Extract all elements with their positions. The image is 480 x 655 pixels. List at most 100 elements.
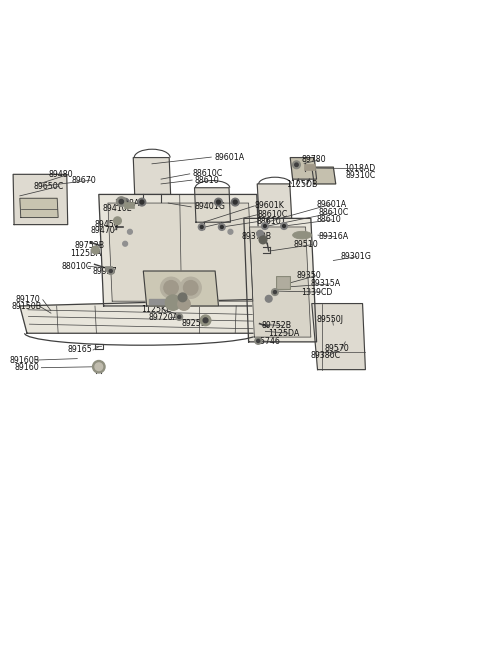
Text: 89650C: 89650C	[33, 182, 63, 191]
Circle shape	[293, 161, 300, 168]
Bar	[276, 276, 290, 290]
Text: 89310C: 89310C	[345, 171, 375, 180]
Circle shape	[272, 289, 278, 295]
Circle shape	[114, 217, 121, 225]
Text: 89510: 89510	[294, 240, 318, 249]
Circle shape	[121, 198, 129, 206]
Circle shape	[220, 225, 223, 229]
Text: 89450: 89450	[94, 219, 119, 229]
Text: 89780: 89780	[301, 155, 326, 164]
Text: 1125KE: 1125KE	[142, 305, 171, 314]
Text: 89259: 89259	[181, 319, 206, 328]
Bar	[149, 299, 166, 303]
Circle shape	[117, 197, 126, 206]
Text: 89670: 89670	[72, 176, 96, 185]
Text: 89480: 89480	[48, 170, 73, 179]
Text: 1339CD: 1339CD	[301, 288, 333, 297]
Circle shape	[262, 223, 268, 229]
Circle shape	[178, 316, 181, 318]
Polygon shape	[20, 299, 288, 333]
Circle shape	[178, 298, 190, 310]
Text: 89720A: 89720A	[148, 313, 178, 322]
Text: 89900: 89900	[145, 297, 170, 307]
Text: 88610: 88610	[256, 217, 281, 226]
Text: 89601K: 89601K	[254, 202, 284, 210]
Text: 89301G: 89301G	[340, 252, 372, 261]
Text: 89160B: 89160B	[9, 356, 39, 365]
Bar	[124, 202, 134, 208]
Bar	[277, 277, 289, 288]
Circle shape	[233, 200, 237, 204]
Circle shape	[92, 246, 99, 253]
Text: 89170: 89170	[15, 295, 40, 304]
Circle shape	[216, 200, 220, 204]
Text: 89601A: 89601A	[317, 200, 347, 208]
Text: 89752B: 89752B	[261, 321, 291, 330]
Circle shape	[265, 295, 272, 302]
Text: 89410E: 89410E	[103, 204, 132, 213]
Circle shape	[128, 229, 132, 234]
Circle shape	[109, 269, 112, 272]
Circle shape	[180, 277, 201, 298]
Text: 89927: 89927	[93, 267, 117, 276]
Polygon shape	[20, 198, 58, 217]
Circle shape	[160, 277, 181, 298]
Text: 89550J: 89550J	[317, 315, 344, 324]
Text: 88610: 88610	[194, 176, 219, 185]
Polygon shape	[250, 227, 311, 337]
Circle shape	[259, 236, 267, 244]
Circle shape	[164, 280, 178, 295]
Circle shape	[108, 268, 114, 274]
Circle shape	[203, 318, 208, 323]
Circle shape	[176, 314, 182, 320]
Polygon shape	[99, 195, 262, 306]
Circle shape	[228, 229, 233, 234]
Text: 89570: 89570	[324, 344, 349, 353]
Circle shape	[138, 198, 146, 206]
Text: 89401G: 89401G	[194, 202, 225, 212]
Polygon shape	[244, 218, 317, 342]
Text: 1125DA: 1125DA	[268, 329, 299, 338]
Text: 88610C: 88610C	[257, 210, 288, 219]
Circle shape	[200, 315, 211, 326]
Text: 1125DA: 1125DA	[70, 250, 101, 258]
Polygon shape	[257, 184, 292, 218]
Circle shape	[231, 198, 239, 206]
Polygon shape	[312, 167, 336, 184]
Circle shape	[218, 223, 225, 231]
Polygon shape	[108, 203, 253, 301]
Polygon shape	[312, 303, 365, 369]
Polygon shape	[13, 174, 68, 225]
Text: 88610: 88610	[317, 215, 341, 224]
Circle shape	[215, 198, 222, 206]
Text: 89350: 89350	[297, 271, 321, 280]
Text: 89160: 89160	[14, 364, 39, 372]
Circle shape	[140, 200, 144, 204]
Bar	[105, 266, 112, 271]
Circle shape	[200, 225, 203, 229]
Text: 89316A: 89316A	[318, 232, 348, 241]
Circle shape	[198, 223, 205, 231]
Text: 89470: 89470	[91, 226, 115, 235]
Circle shape	[257, 231, 264, 237]
Text: 1018AD: 1018AD	[115, 198, 146, 208]
Text: 89150B: 89150B	[11, 302, 41, 311]
Circle shape	[281, 223, 288, 229]
Circle shape	[295, 163, 298, 166]
Circle shape	[123, 200, 127, 204]
Circle shape	[95, 363, 103, 371]
Text: 88610C: 88610C	[192, 170, 222, 178]
Circle shape	[119, 200, 123, 204]
Polygon shape	[194, 188, 230, 222]
Circle shape	[264, 225, 266, 227]
Circle shape	[274, 291, 276, 293]
Bar	[304, 164, 315, 170]
Circle shape	[123, 241, 128, 246]
Circle shape	[93, 360, 105, 373]
Circle shape	[183, 280, 198, 295]
Text: 89601A: 89601A	[215, 153, 245, 162]
Circle shape	[257, 339, 260, 343]
Circle shape	[178, 293, 187, 302]
Text: 89315A: 89315A	[311, 280, 341, 288]
Text: 89380C: 89380C	[311, 351, 341, 360]
